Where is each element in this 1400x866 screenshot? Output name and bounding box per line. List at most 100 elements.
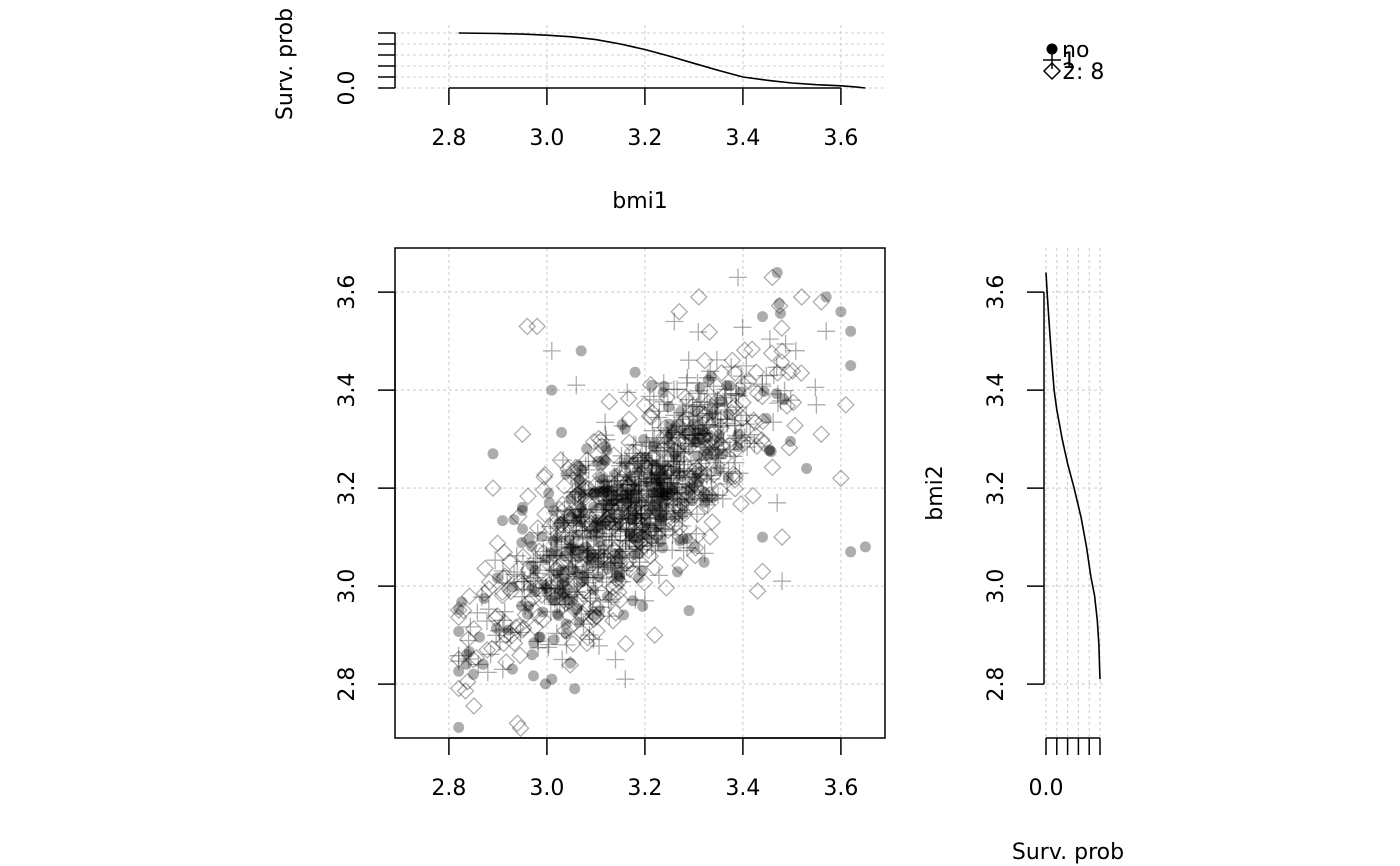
- point-1: [701, 362, 720, 381]
- point-1: [612, 513, 631, 532]
- point-1: [571, 463, 590, 482]
- point-2: [753, 387, 772, 406]
- point-no: [653, 488, 665, 500]
- point-1: [698, 415, 717, 434]
- point-1: [647, 526, 666, 545]
- point-2: [644, 476, 662, 495]
- point-no: [677, 533, 689, 545]
- point-2: [566, 598, 585, 617]
- top-x-tick-label: 2.8: [431, 126, 466, 151]
- point-1: [741, 425, 760, 444]
- right-y-axis: 2.8 3.0 3.2 3.4 3.6: [984, 275, 1045, 702]
- point-no: [658, 500, 669, 512]
- point-2: [735, 341, 754, 360]
- point-1: [613, 490, 632, 509]
- point-2: [535, 468, 554, 487]
- point-2: [700, 323, 719, 342]
- point-1: [673, 403, 692, 422]
- point-1: [683, 434, 702, 453]
- point-no: [647, 487, 659, 499]
- point-no: [706, 492, 718, 504]
- point-no: [571, 529, 583, 541]
- point-2: [703, 513, 722, 531]
- point-no: [784, 435, 796, 447]
- point-1: [709, 486, 727, 505]
- point-1: [694, 485, 713, 504]
- point-1: [670, 462, 689, 481]
- point-1: [624, 435, 643, 454]
- point-1: [637, 508, 656, 527]
- point-1: [640, 387, 659, 406]
- point-2: [588, 504, 607, 523]
- point-1: [633, 533, 652, 552]
- point-1: [671, 492, 690, 511]
- point-2: [754, 434, 773, 453]
- point-1: [539, 638, 558, 657]
- point-no: [702, 431, 714, 443]
- point-1: [705, 395, 724, 413]
- point-1: [553, 568, 572, 587]
- point-no: [540, 678, 552, 690]
- point-1: [546, 528, 565, 547]
- point-2: [570, 472, 589, 491]
- point-2: [675, 471, 694, 490]
- point-1: [619, 471, 638, 490]
- point-2: [611, 547, 629, 566]
- point-2: [584, 432, 603, 451]
- point-2: [666, 441, 685, 460]
- point-1: [702, 466, 720, 485]
- point-1: [602, 487, 621, 506]
- point-no: [555, 564, 567, 576]
- point-2: [528, 317, 547, 336]
- point-2: [727, 440, 746, 459]
- point-1: [679, 490, 698, 509]
- point-2: [695, 351, 714, 370]
- point-1: [645, 428, 664, 447]
- point-1: [642, 454, 661, 473]
- point-1: [665, 312, 684, 331]
- point-1: [753, 375, 772, 394]
- point-1: [603, 527, 622, 546]
- point-1: [643, 496, 662, 515]
- point-no: [613, 492, 624, 503]
- point-no: [584, 553, 596, 565]
- point-1: [555, 594, 574, 613]
- point-no: [716, 396, 728, 407]
- point-1: [631, 448, 650, 467]
- point-2: [725, 396, 744, 415]
- point-no: [618, 609, 630, 621]
- point-2: [610, 572, 629, 591]
- point-1: [597, 494, 615, 513]
- point-1: [552, 537, 571, 556]
- point-1: [486, 551, 505, 570]
- point-2: [645, 558, 664, 577]
- point-1: [604, 482, 623, 501]
- point-2: [602, 506, 621, 525]
- point-1: [596, 495, 615, 514]
- point-1: [654, 510, 673, 529]
- point-no: [553, 516, 565, 528]
- point-1: [775, 381, 794, 400]
- point-1: [670, 507, 688, 526]
- point-1: [646, 516, 665, 535]
- point-1: [648, 534, 667, 553]
- point-no: [760, 413, 772, 424]
- point-no: [595, 548, 607, 559]
- point-1: [722, 358, 741, 376]
- point-2: [621, 516, 640, 535]
- point-2: [753, 412, 772, 431]
- point-2: [552, 525, 571, 544]
- point-1: [606, 549, 625, 567]
- point-1: [613, 540, 632, 559]
- point-1: [656, 457, 675, 476]
- point-1: [617, 522, 636, 541]
- point-2: [744, 411, 763, 430]
- point-1: [678, 538, 696, 557]
- point-2: [772, 353, 791, 371]
- point-1: [578, 527, 596, 546]
- point-1: [614, 494, 633, 513]
- point-1: [620, 542, 639, 561]
- point-2: [560, 606, 579, 625]
- legend-dot-symbol: [1046, 43, 1058, 55]
- point-1: [715, 464, 733, 483]
